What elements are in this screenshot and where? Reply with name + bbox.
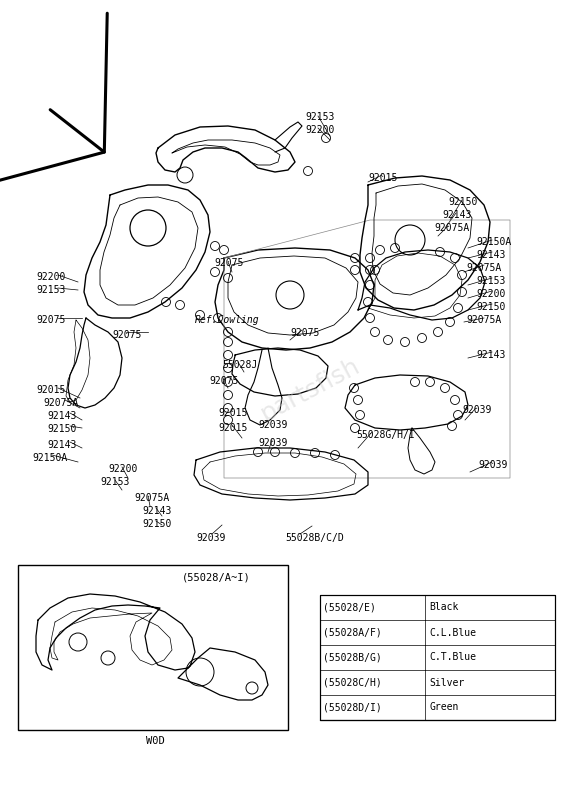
- Text: 55028J: 55028J: [222, 360, 257, 370]
- Text: 92075: 92075: [290, 328, 320, 338]
- Text: 92075: 92075: [112, 330, 142, 340]
- Bar: [18, 565, 288, 730]
- Text: 92075A: 92075A: [434, 223, 469, 233]
- Text: 92150: 92150: [142, 519, 171, 529]
- Text: 92200: 92200: [108, 464, 138, 474]
- Text: 92039: 92039: [478, 460, 507, 470]
- Text: 92150: 92150: [47, 424, 76, 434]
- Text: 55028B/C/D: 55028B/C/D: [285, 533, 344, 543]
- Text: 92075A: 92075A: [134, 493, 169, 503]
- Text: 92143: 92143: [142, 506, 171, 516]
- Text: Black: Black: [429, 602, 458, 613]
- Bar: [320, 595, 555, 720]
- Text: 92075A: 92075A: [43, 398, 78, 408]
- Text: 92143: 92143: [442, 210, 472, 220]
- Bar: [320, 595, 555, 720]
- Text: 92150: 92150: [448, 197, 477, 207]
- Text: Green: Green: [429, 702, 458, 713]
- Text: Silver: Silver: [429, 678, 464, 687]
- Text: Ref.Cowling: Ref.Cowling: [195, 315, 260, 325]
- Text: 92075A: 92075A: [466, 263, 501, 273]
- Text: 92039: 92039: [196, 533, 225, 543]
- Text: (55028/A~I): (55028/A~I): [182, 572, 251, 582]
- Text: (55028C/H): (55028C/H): [323, 678, 381, 687]
- Text: 92200: 92200: [476, 289, 505, 299]
- Text: 55028G/H/I: 55028G/H/I: [356, 430, 415, 440]
- Text: C.T.Blue: C.T.Blue: [429, 653, 476, 662]
- Text: 92143: 92143: [47, 440, 76, 450]
- Text: 92015: 92015: [36, 385, 65, 395]
- Text: 92015: 92015: [218, 423, 247, 433]
- Text: 92153: 92153: [476, 276, 505, 286]
- Text: 92153: 92153: [305, 112, 335, 122]
- Text: 92075: 92075: [36, 315, 65, 325]
- Text: partsfish: partsfish: [256, 354, 364, 426]
- Text: W0D: W0D: [146, 736, 164, 746]
- Text: (55028D/I): (55028D/I): [323, 702, 381, 713]
- Text: 92075A: 92075A: [466, 315, 501, 325]
- Text: 92039: 92039: [258, 420, 287, 430]
- Text: 92075: 92075: [209, 376, 238, 386]
- Text: (55028B/G): (55028B/G): [323, 653, 381, 662]
- Text: 92153: 92153: [36, 285, 65, 295]
- Text: 92143: 92143: [476, 350, 505, 360]
- Text: 92075: 92075: [214, 258, 243, 268]
- Text: 92015: 92015: [218, 408, 247, 418]
- Text: 92143: 92143: [476, 250, 505, 260]
- Text: C.L.Blue: C.L.Blue: [429, 627, 476, 638]
- Text: 92039: 92039: [462, 405, 491, 415]
- Text: 92039: 92039: [258, 438, 287, 448]
- Text: 92200: 92200: [305, 125, 335, 135]
- Text: 92150: 92150: [476, 302, 505, 312]
- Text: (55028/E): (55028/E): [323, 602, 376, 613]
- Text: 92015: 92015: [368, 173, 398, 183]
- Text: 92150A: 92150A: [476, 237, 512, 247]
- Text: 92150A: 92150A: [32, 453, 67, 463]
- Text: 92200: 92200: [36, 272, 65, 282]
- Text: 92143: 92143: [47, 411, 76, 421]
- Text: (55028A/F): (55028A/F): [323, 627, 381, 638]
- Text: 92153: 92153: [100, 477, 129, 487]
